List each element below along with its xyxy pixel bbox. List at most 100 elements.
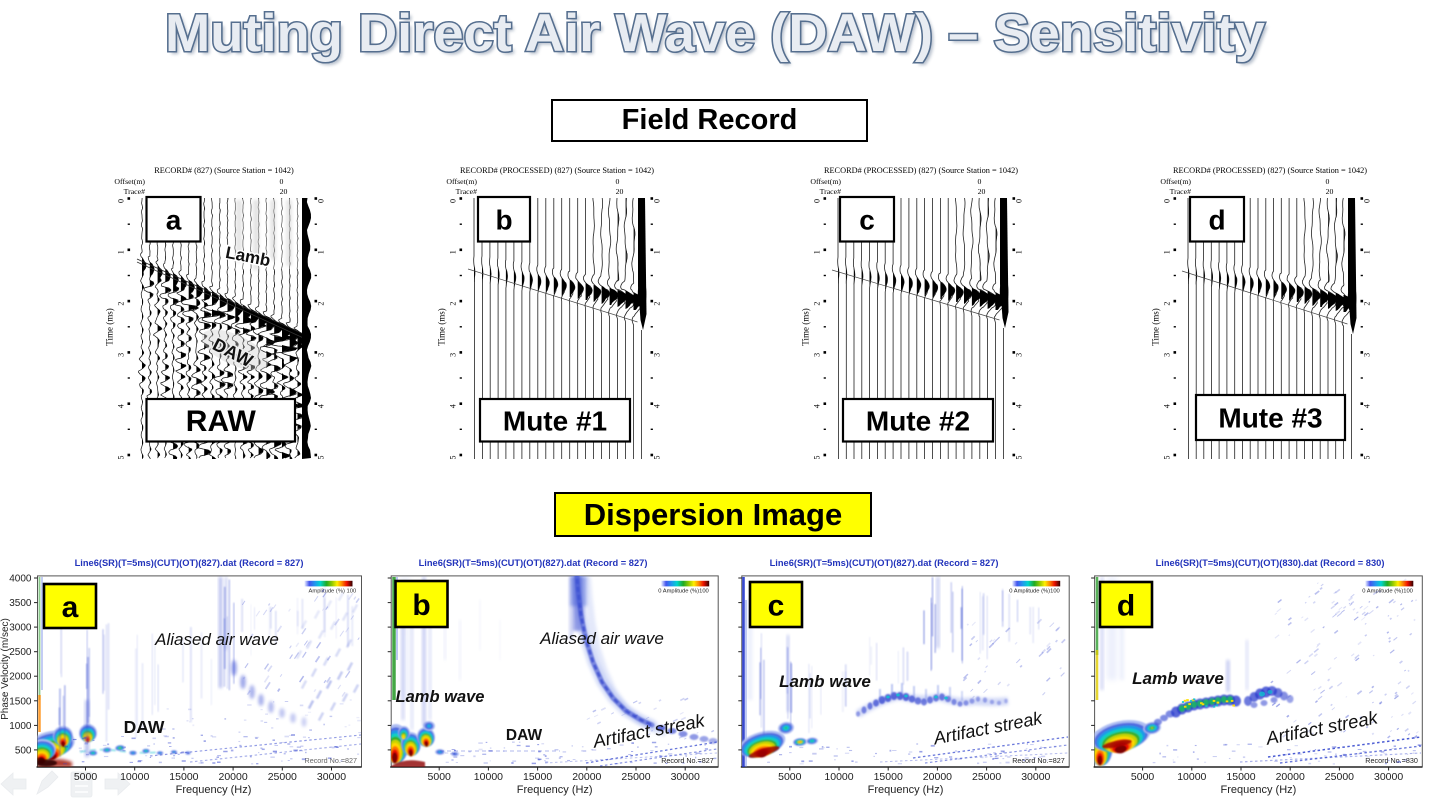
svg-text:30000: 30000 (1021, 771, 1050, 783)
svg-text:3: 3 (653, 353, 662, 357)
svg-text:Mute #3: Mute #3 (1218, 403, 1322, 434)
svg-text:Artifact streak: Artifact streak (590, 709, 708, 752)
svg-text:1500: 1500 (9, 696, 32, 707)
svg-text:10000: 10000 (474, 771, 503, 783)
svg-text:Amplitude (%) 100: Amplitude (%) 100 (309, 589, 357, 595)
svg-text:3: 3 (1015, 353, 1024, 357)
svg-text:Offset(m): Offset(m) (446, 177, 477, 186)
svg-text:1: 1 (653, 250, 662, 254)
svg-text:10000: 10000 (120, 771, 149, 783)
svg-text:Offset(m): Offset(m) (114, 177, 145, 186)
svg-text:1: 1 (317, 250, 326, 254)
svg-text:30000: 30000 (671, 771, 700, 783)
svg-text:2: 2 (317, 302, 326, 306)
svg-text:1: 1 (1363, 250, 1372, 254)
svg-text:1: 1 (1015, 250, 1024, 254)
svg-text:3: 3 (449, 353, 458, 357)
svg-text:a: a (62, 591, 79, 624)
svg-text:Record No.=830: Record No.=830 (1365, 756, 1418, 765)
svg-text:20: 20 (978, 187, 986, 196)
svg-text:4: 4 (813, 404, 822, 408)
svg-text:d: d (1208, 204, 1225, 235)
svg-text:RECORD# (PROCESSED) (827) (Sou: RECORD# (PROCESSED) (827) (Source Statio… (824, 166, 1018, 175)
svg-text:Line6(SR)(T=5ms)(CUT)(OT)(827): Line6(SR)(T=5ms)(CUT)(OT)(827).dat (Reco… (770, 558, 999, 568)
svg-text:Frequency (Hz): Frequency (Hz) (517, 784, 593, 796)
svg-text:2: 2 (117, 302, 126, 306)
svg-text:15000: 15000 (1226, 771, 1255, 783)
svg-text:Aliased air wave: Aliased air wave (539, 629, 664, 648)
svg-text:1: 1 (117, 250, 126, 254)
svg-text:20000: 20000 (218, 771, 247, 783)
svg-text:5000: 5000 (778, 771, 802, 783)
svg-text:0: 0 (813, 199, 822, 203)
svg-text:RECORD# (PROCESSED) (827) (Sou: RECORD# (PROCESSED) (827) (Source Statio… (460, 166, 654, 175)
svg-text:5: 5 (1363, 456, 1372, 460)
svg-text:Frequency (Hz): Frequency (Hz) (176, 784, 252, 796)
svg-text:4000: 4000 (9, 574, 32, 585)
svg-text:20: 20 (280, 187, 288, 196)
svg-text:RECORD# (PROCESSED) (827) (Sou: RECORD# (PROCESSED) (827) (Source Statio… (1173, 166, 1367, 175)
svg-text:Muting Direct Air Wave (DAW) –: Muting Direct Air Wave (DAW) – Sensitivi… (165, 4, 1266, 63)
svg-text:4: 4 (1163, 404, 1172, 408)
svg-text:2: 2 (1363, 302, 1372, 306)
svg-text:20: 20 (1326, 187, 1334, 196)
svg-text:10000: 10000 (1177, 771, 1206, 783)
svg-text:4: 4 (117, 404, 126, 408)
svg-text:4: 4 (317, 404, 326, 408)
svg-text:1000: 1000 (9, 721, 32, 732)
svg-text:5: 5 (653, 456, 662, 460)
svg-text:0: 0 (653, 199, 662, 203)
svg-text:3000: 3000 (9, 623, 32, 634)
svg-text:c: c (859, 204, 875, 235)
svg-text:Trace#: Trace# (456, 187, 477, 196)
svg-text:Line6(SR)(T=5ms)(CUT)(OT)(827): Line6(SR)(T=5ms)(CUT)(OT)(827).dat (Reco… (419, 558, 648, 568)
svg-text:Time (ms): Time (ms) (437, 308, 447, 345)
svg-text:0: 0 (978, 177, 982, 186)
svg-text:5: 5 (117, 456, 126, 460)
svg-text:Lamb wave: Lamb wave (1132, 669, 1224, 688)
svg-text:5000: 5000 (74, 771, 98, 783)
svg-text:Frequency (Hz): Frequency (Hz) (1221, 784, 1297, 796)
svg-text:500: 500 (15, 745, 32, 756)
svg-text:1: 1 (813, 250, 822, 254)
svg-text:25000: 25000 (268, 771, 297, 783)
svg-text:20: 20 (616, 187, 624, 196)
svg-text:15000: 15000 (874, 771, 903, 783)
svg-text:Lamb wave: Lamb wave (779, 672, 871, 691)
svg-text:20000: 20000 (572, 771, 601, 783)
svg-text:d: d (1117, 589, 1135, 622)
svg-text:Offset(m): Offset(m) (810, 177, 841, 186)
svg-text:b: b (495, 204, 512, 235)
svg-text:c: c (768, 589, 785, 622)
svg-text:3: 3 (317, 353, 326, 357)
svg-text:Trace#: Trace# (124, 187, 145, 196)
svg-text:0: 0 (449, 199, 458, 203)
svg-text:30000: 30000 (1374, 771, 1403, 783)
svg-text:b: b (412, 589, 430, 622)
svg-text:4: 4 (449, 404, 458, 408)
svg-text:0: 0 (117, 199, 126, 203)
svg-text:1: 1 (1163, 250, 1172, 254)
svg-text:2: 2 (653, 302, 662, 306)
svg-text:3: 3 (1163, 353, 1172, 357)
svg-text:25000: 25000 (1325, 771, 1354, 783)
svg-text:4: 4 (1363, 404, 1372, 408)
svg-text:5000: 5000 (428, 771, 452, 783)
svg-text:DAW: DAW (124, 717, 165, 737)
svg-text:Record No.=827: Record No.=827 (1012, 756, 1065, 765)
svg-text:Lamb wave: Lamb wave (396, 688, 485, 706)
svg-text:3: 3 (1363, 353, 1372, 357)
svg-text:0: 0 (1326, 177, 1330, 186)
svg-text:Time (ms): Time (ms) (105, 308, 115, 345)
svg-text:25000: 25000 (972, 771, 1001, 783)
svg-text:0 Amplitude (%)100: 0 Amplitude (%)100 (658, 589, 709, 595)
svg-text:0: 0 (1015, 199, 1024, 203)
svg-text:5: 5 (1163, 456, 1172, 460)
svg-text:Record No.=827: Record No.=827 (661, 756, 714, 765)
svg-text:3: 3 (117, 353, 126, 357)
svg-text:Phase Velocity (m/sec): Phase Velocity (m/sec) (0, 618, 11, 720)
svg-text:4: 4 (653, 404, 662, 408)
svg-text:4: 4 (1015, 404, 1024, 408)
svg-text:Trace#: Trace# (820, 187, 841, 196)
svg-text:0: 0 (1163, 199, 1172, 203)
